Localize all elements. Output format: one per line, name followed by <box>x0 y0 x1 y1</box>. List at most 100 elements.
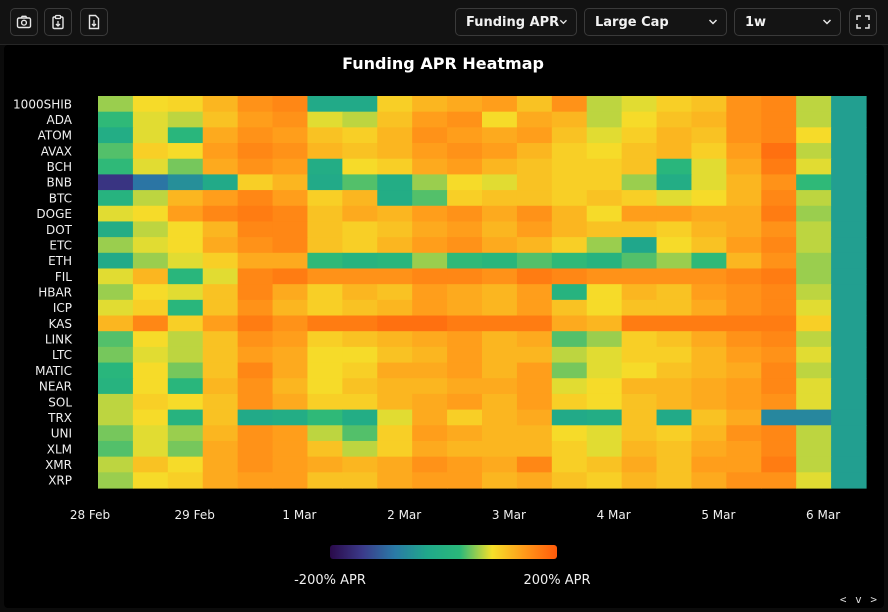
heatmap-cell <box>412 221 448 238</box>
heatmap-cell <box>412 315 448 332</box>
heatmap-cell <box>412 409 448 426</box>
heatmap-cell <box>98 268 134 285</box>
heatmap-cell <box>516 111 553 128</box>
heatmap-cell <box>586 393 623 411</box>
corner-nav[interactable]: < v > <box>839 593 878 606</box>
heatmap-cell <box>656 346 693 364</box>
heatmap-cell <box>516 174 553 191</box>
x-tick-label: 5 Mar <box>701 508 735 522</box>
heatmap-cell <box>621 425 658 442</box>
heatmap-cell <box>482 425 518 442</box>
heatmap-cell <box>412 237 448 254</box>
heatmap-cell <box>482 472 518 489</box>
x-tick-label: 29 Feb <box>175 508 215 522</box>
heatmap-cell <box>202 346 239 364</box>
heatmap-cell <box>167 284 204 301</box>
heatmap-cell <box>726 174 762 191</box>
heatmap-cell <box>98 158 134 175</box>
heatmap-cell <box>132 96 169 113</box>
heatmap-cell <box>377 174 413 191</box>
download-button[interactable] <box>80 8 108 36</box>
heatmap-cell <box>586 331 623 348</box>
heatmap-cell <box>237 221 274 238</box>
heatmap-cell <box>726 205 762 223</box>
heatmap-cell <box>831 440 867 458</box>
heatmap-cell <box>237 252 274 270</box>
heatmap-cell <box>307 205 343 223</box>
heatmap-cell <box>516 299 553 317</box>
heatmap-cell <box>132 127 169 144</box>
heatmap-cell <box>726 346 762 364</box>
period-select[interactable]: 1w <box>734 8 841 36</box>
heatmap-cell <box>132 111 169 128</box>
heatmap-cell <box>761 362 797 379</box>
row-label: XLM <box>47 442 72 456</box>
heatmap-cell <box>691 221 727 238</box>
heatmap-cell <box>831 268 867 285</box>
heatmap-cell <box>167 268 204 285</box>
heatmap-cell <box>691 346 727 364</box>
heatmap-cell <box>377 237 413 254</box>
heatmap-cell <box>482 158 518 175</box>
heatmap-cell <box>377 111 413 128</box>
heatmap-cell <box>167 346 204 364</box>
heatmap-cell <box>202 127 239 144</box>
heatmap-cell <box>516 315 553 332</box>
heatmap-cell <box>551 393 588 411</box>
group-select[interactable]: Large Cap <box>584 8 727 36</box>
heatmap-cell <box>551 456 588 473</box>
heatmap-cell <box>412 472 448 489</box>
row-label: ADA <box>47 113 73 127</box>
heatmap-cell <box>621 237 658 254</box>
heatmap-cell <box>551 190 588 207</box>
heatmap-cell <box>656 409 693 426</box>
group-select-value: Large Cap <box>595 14 669 30</box>
heatmap-cell <box>202 143 239 160</box>
heatmap-cell <box>621 96 658 113</box>
heatmap-cell <box>831 158 867 175</box>
heatmap-cell <box>307 315 343 332</box>
heatmap-cell <box>516 205 553 223</box>
heatmap-cell <box>761 378 797 395</box>
row-label: BNB <box>47 176 72 190</box>
heatmap-cell <box>621 205 658 223</box>
heatmap-cell <box>796 111 832 128</box>
fullscreen-button[interactable] <box>849 8 877 36</box>
row-label: BTC <box>49 191 72 205</box>
heatmap-cell <box>412 284 448 301</box>
heatmap-cells <box>98 96 867 489</box>
heatmap-cell <box>516 284 553 301</box>
metric-select[interactable]: Funding APR <box>455 8 577 36</box>
heatmap-cell <box>307 456 343 473</box>
heatmap-cell <box>447 346 483 364</box>
heatmap-cell <box>796 237 832 254</box>
heatmap-cell <box>761 221 797 238</box>
heatmap-cell <box>377 393 413 411</box>
heatmap-cell <box>202 252 239 270</box>
heatmap-cell <box>377 221 413 238</box>
heatmap-cell <box>831 362 867 379</box>
heatmap-cell <box>516 268 553 285</box>
heatmap-cell <box>98 472 134 489</box>
heatmap-cell <box>377 158 413 175</box>
heatmap-cell <box>272 315 309 332</box>
x-tick-label: 3 Mar <box>492 508 526 522</box>
heatmap-cell <box>726 190 762 207</box>
screenshot-button[interactable] <box>10 8 38 36</box>
chevron-down-icon <box>560 19 568 25</box>
heatmap-cell <box>342 268 378 285</box>
heatmap-cell <box>342 299 378 317</box>
heatmap-cell <box>447 362 483 379</box>
heatmap-cell <box>342 127 378 144</box>
heatmap-cell <box>586 284 623 301</box>
heatmap-cell <box>656 362 693 379</box>
heatmap-cell <box>831 205 867 223</box>
heatmap-cell <box>482 96 518 113</box>
copy-button[interactable] <box>44 8 72 36</box>
heatmap-cell <box>167 111 204 128</box>
heatmap-cell <box>656 440 693 458</box>
chevron-down-icon <box>708 19 718 25</box>
heatmap-cell <box>586 158 623 175</box>
